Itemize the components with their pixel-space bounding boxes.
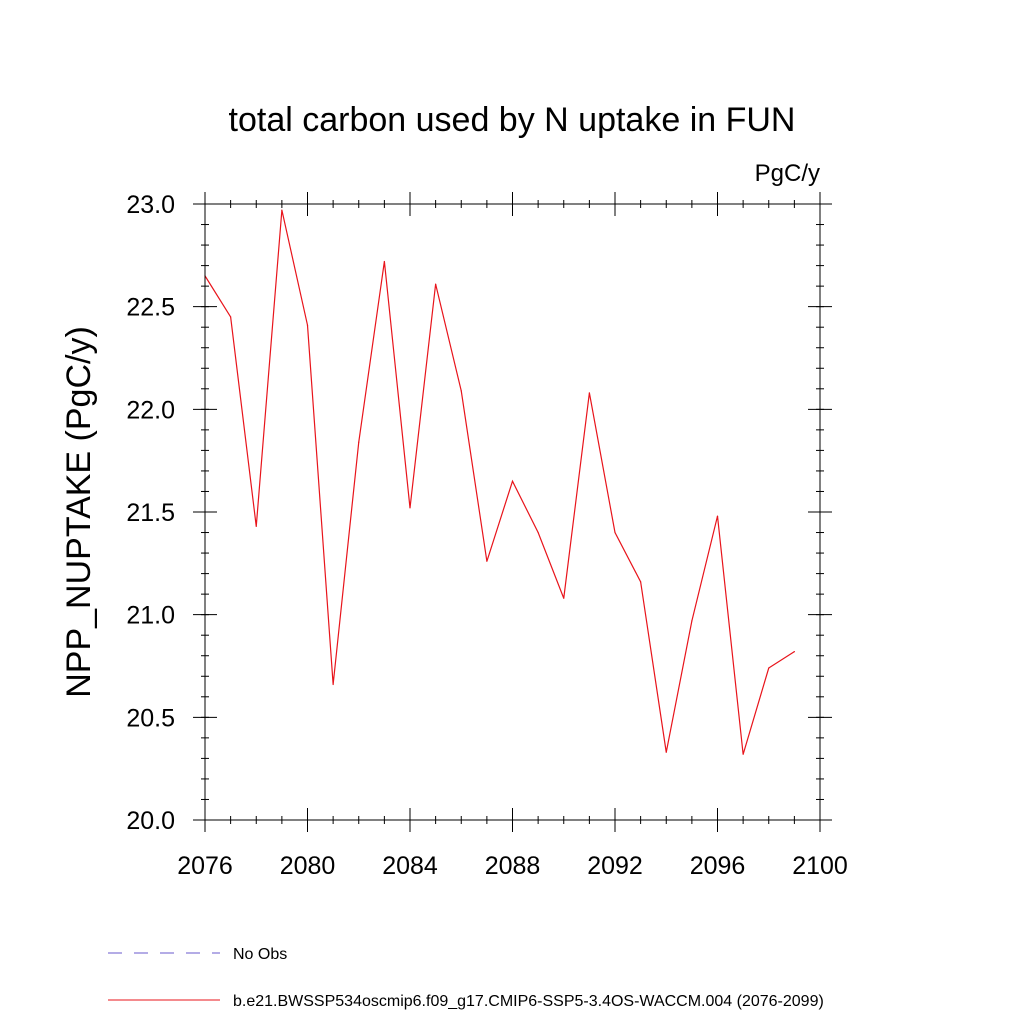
- y-tick-label: 22.0: [126, 396, 175, 424]
- data-point: [255, 525, 257, 527]
- data-point: [435, 283, 437, 285]
- data-point: [665, 751, 667, 753]
- y-tick-labels: 20.0 20.5 21.0 21.5 22.0 22.5 23.0: [126, 191, 175, 835]
- x-tick-label: 2084: [382, 852, 438, 880]
- major-ticks: [193, 192, 832, 832]
- legend-label-no-obs: No Obs: [233, 946, 287, 963]
- x-tick-label: 2076: [177, 852, 233, 880]
- y-tick-label: 20.0: [126, 807, 175, 835]
- legend: No Obs b.e21.BWSSP534oscmip6.f09_g17.CMI…: [108, 946, 824, 1010]
- data-point: [358, 441, 360, 443]
- data-point: [281, 209, 283, 211]
- data-point: [511, 480, 514, 482]
- data-point: [640, 581, 642, 583]
- data-point: [383, 260, 385, 263]
- x-tick-label: 2096: [690, 852, 746, 880]
- data-point: [230, 316, 232, 318]
- data-point: [588, 392, 590, 394]
- y-tick-label: 23.0: [126, 191, 175, 219]
- data-point: [614, 531, 616, 534]
- plot-frame: [204, 203, 821, 821]
- y-tick-label: 20.5: [126, 704, 175, 732]
- data-point: [768, 667, 770, 669]
- minor-ticks: [201, 200, 824, 824]
- x-tick-label: 2088: [485, 852, 541, 880]
- chart-title: total carbon used by N uptake in FUN: [229, 101, 796, 139]
- data-point: [332, 683, 334, 686]
- y-axis-label: NPP_NUPTAKE (PgC/y): [60, 326, 98, 698]
- x-tick-label: 2092: [587, 852, 643, 880]
- legend-label-model: b.e21.BWSSP534oscmip6.f09_g17.CMIP6-SSP5…: [233, 993, 824, 1010]
- series-line: [204, 210, 795, 755]
- data-point: [306, 324, 309, 326]
- data-point: [486, 560, 488, 562]
- data-point: [742, 753, 744, 755]
- x-tick-label: 2100: [792, 852, 848, 880]
- series-layer: [204, 209, 795, 755]
- data-point: [537, 531, 539, 534]
- y-tick-label: 21.5: [126, 499, 175, 527]
- units-label: PgC/y: [755, 160, 820, 187]
- data-point: [716, 515, 719, 517]
- x-tick-label: 2080: [280, 852, 336, 880]
- data-point: [793, 651, 795, 653]
- x-tick-labels: 2076 2080 2084 2088 2092 2096 2100: [177, 852, 848, 880]
- y-tick-label: 21.0: [126, 602, 175, 630]
- data-point: [691, 620, 693, 622]
- data-point: [563, 597, 565, 599]
- data-point: [409, 507, 411, 509]
- data-point: [460, 390, 462, 392]
- y-tick-label: 22.5: [126, 294, 175, 322]
